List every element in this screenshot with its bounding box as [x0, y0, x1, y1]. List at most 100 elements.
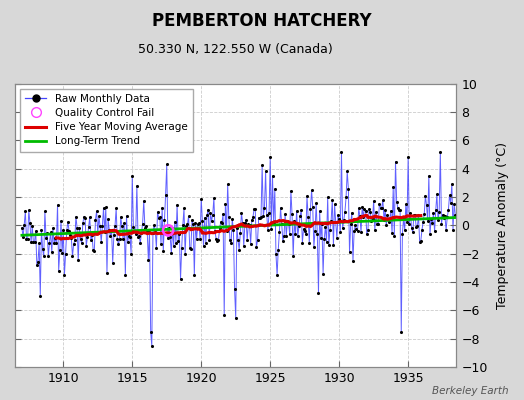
- Point: [333, 234, 341, 241]
- Point: [299, 226, 308, 232]
- Point: [394, 204, 402, 211]
- Point: [88, 232, 96, 238]
- Point: [34, 258, 42, 265]
- Point: [132, 231, 140, 238]
- Point: [300, 228, 309, 234]
- Point: [42, 235, 50, 241]
- Point: [229, 227, 237, 233]
- Point: [320, 236, 329, 242]
- Point: [374, 221, 383, 227]
- Point: [82, 242, 91, 249]
- Point: [420, 211, 429, 217]
- Point: [201, 214, 209, 221]
- Point: [107, 227, 116, 233]
- Point: [442, 227, 450, 233]
- Point: [216, 219, 225, 225]
- Point: [343, 168, 352, 175]
- Point: [114, 241, 123, 247]
- Point: [106, 233, 115, 240]
- Point: [289, 252, 298, 259]
- Point: [215, 225, 224, 232]
- Point: [416, 238, 424, 245]
- Point: [174, 238, 182, 244]
- Point: [233, 224, 241, 231]
- Point: [30, 239, 39, 245]
- Point: [254, 237, 262, 244]
- Point: [116, 214, 125, 220]
- Point: [237, 210, 246, 216]
- Point: [368, 216, 377, 222]
- Point: [243, 237, 252, 243]
- Point: [325, 242, 333, 248]
- Point: [304, 214, 312, 220]
- Point: [150, 222, 158, 228]
- Point: [26, 220, 34, 226]
- Point: [365, 206, 373, 213]
- Point: [424, 172, 433, 179]
- Point: [98, 223, 106, 230]
- Point: [395, 207, 403, 213]
- Point: [411, 212, 419, 218]
- Point: [256, 214, 264, 221]
- Point: [19, 234, 27, 240]
- Point: [64, 219, 72, 225]
- Point: [85, 214, 94, 220]
- Point: [364, 227, 372, 233]
- Point: [51, 235, 59, 242]
- Point: [105, 227, 114, 234]
- Point: [308, 187, 316, 194]
- Point: [290, 218, 299, 224]
- Point: [111, 223, 119, 229]
- Point: [446, 200, 455, 206]
- Point: [115, 236, 124, 242]
- Title: 50.330 N, 122.550 W (Canada): 50.330 N, 122.550 W (Canada): [138, 43, 333, 56]
- Point: [361, 205, 369, 212]
- Point: [167, 250, 176, 256]
- Point: [70, 241, 78, 248]
- Point: [21, 208, 29, 214]
- Point: [72, 213, 80, 220]
- Point: [323, 194, 332, 200]
- Point: [196, 236, 204, 242]
- Point: [128, 172, 136, 179]
- Point: [263, 212, 271, 218]
- Point: [86, 237, 95, 243]
- Point: [251, 206, 259, 212]
- Point: [440, 215, 448, 221]
- Point: [355, 205, 363, 212]
- Point: [226, 237, 234, 243]
- Point: [329, 242, 337, 248]
- Point: [20, 222, 28, 228]
- Point: [370, 227, 379, 233]
- Point: [357, 229, 365, 236]
- Point: [268, 172, 277, 179]
- Point: [119, 236, 127, 242]
- Point: [288, 211, 296, 218]
- Point: [190, 272, 199, 278]
- Point: [32, 261, 41, 268]
- Point: [203, 212, 211, 219]
- Point: [139, 198, 148, 204]
- Point: [188, 217, 196, 223]
- Point: [197, 196, 205, 202]
- Point: [377, 205, 386, 211]
- Point: [164, 227, 172, 234]
- Point: [264, 227, 272, 233]
- Point: [373, 221, 381, 227]
- Point: [410, 212, 418, 219]
- Point: [74, 257, 82, 264]
- Point: [169, 242, 178, 249]
- Point: [390, 232, 399, 239]
- Point: [54, 268, 63, 274]
- Point: [433, 191, 441, 198]
- Point: [44, 253, 52, 260]
- Point: [136, 240, 145, 246]
- Point: [210, 195, 218, 201]
- Point: [310, 244, 318, 250]
- Point: [173, 202, 181, 208]
- Point: [156, 214, 164, 220]
- Point: [369, 198, 378, 204]
- Point: [138, 221, 147, 227]
- Point: [266, 154, 275, 160]
- Point: [157, 240, 165, 247]
